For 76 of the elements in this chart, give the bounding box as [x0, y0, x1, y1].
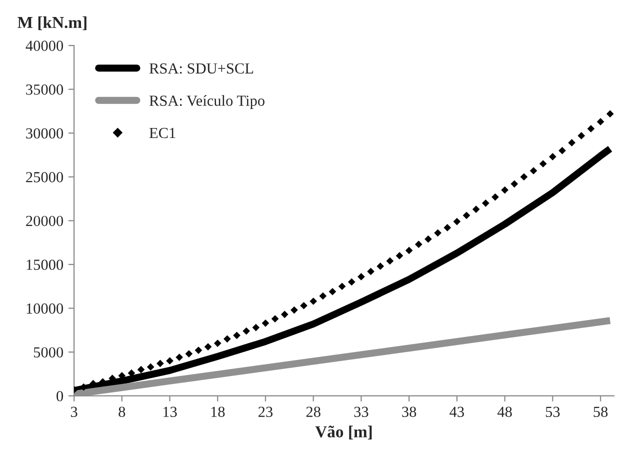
y-tick-label: 40000 — [26, 40, 64, 51]
point — [166, 357, 174, 364]
point — [405, 246, 413, 254]
y-tick-label: 10000 — [26, 303, 64, 314]
point — [176, 354, 184, 361]
point — [386, 257, 394, 265]
x-tick-label: 58 — [594, 406, 608, 418]
point — [280, 310, 288, 318]
point — [376, 262, 384, 270]
point — [482, 199, 490, 207]
point — [358, 273, 365, 280]
x-tick-label: 38 — [402, 406, 416, 418]
y-tick-label: 30000 — [26, 128, 64, 139]
point — [310, 298, 318, 305]
point — [520, 173, 528, 181]
point — [596, 118, 604, 126]
point — [539, 160, 547, 168]
point — [214, 340, 222, 347]
y-tick-label: 35000 — [26, 84, 64, 95]
y-tick-label: 20000 — [26, 216, 64, 226]
point — [587, 125, 595, 132]
point — [453, 218, 461, 226]
point — [472, 206, 480, 213]
legend-label: RSA: SDU+SCL — [149, 63, 254, 74]
point — [444, 224, 452, 232]
y-tick-label: 15000 — [26, 260, 64, 270]
y-tick-label: 25000 — [26, 172, 64, 182]
point — [233, 332, 240, 340]
point — [568, 139, 576, 146]
point — [290, 306, 298, 314]
y-tick-label: 0 — [56, 390, 64, 402]
point — [578, 132, 586, 140]
point — [185, 350, 193, 358]
point — [319, 292, 327, 300]
point — [262, 319, 270, 327]
x-tick-label: 3 — [70, 406, 78, 418]
point — [501, 186, 508, 194]
y-axis-title: M [kN.m] — [18, 16, 86, 30]
x-tick-label: 28 — [306, 406, 320, 418]
point — [271, 315, 279, 322]
point — [548, 153, 556, 160]
y-tick-label: 5000 — [34, 347, 64, 358]
x-axis-title: Vão [m] — [315, 426, 372, 440]
x-tick-label: 43 — [450, 406, 464, 418]
point — [530, 167, 538, 174]
point — [462, 212, 470, 220]
point — [424, 235, 432, 243]
x-tick-label: 18 — [211, 406, 225, 418]
point — [224, 335, 231, 343]
point — [558, 146, 566, 154]
point — [434, 229, 442, 237]
x-tick-label: 48 — [497, 406, 512, 418]
point — [194, 346, 202, 354]
point — [338, 282, 346, 290]
point — [396, 252, 404, 260]
x-tick-label: 8 — [118, 406, 126, 418]
point — [414, 240, 422, 248]
point — [300, 302, 308, 310]
point — [146, 363, 154, 371]
point — [348, 278, 356, 286]
legend-label: EC1 — [149, 128, 176, 138]
legend-label: RSA: Veículo Tipo — [149, 95, 264, 109]
point — [204, 343, 212, 350]
point — [252, 324, 260, 332]
x-tick-label: 13 — [163, 406, 177, 418]
x-tick-label: 23 — [258, 406, 273, 418]
x-tick-label: 33 — [354, 406, 368, 418]
point — [606, 110, 614, 118]
x-tick-label: 53 — [546, 406, 560, 418]
point — [242, 327, 250, 335]
point — [367, 268, 374, 276]
point — [510, 180, 518, 188]
point — [328, 288, 336, 296]
point — [492, 193, 499, 201]
point — [156, 360, 164, 368]
point — [137, 366, 145, 374]
